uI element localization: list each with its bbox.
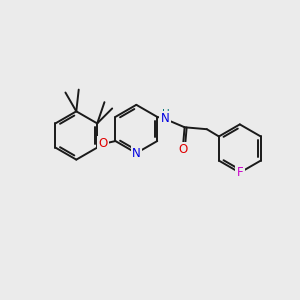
- Text: O: O: [178, 143, 187, 156]
- Text: H: H: [161, 109, 169, 118]
- Text: N: N: [160, 112, 169, 125]
- Text: N: N: [132, 147, 141, 160]
- Text: O: O: [98, 137, 107, 150]
- Text: F: F: [236, 166, 243, 179]
